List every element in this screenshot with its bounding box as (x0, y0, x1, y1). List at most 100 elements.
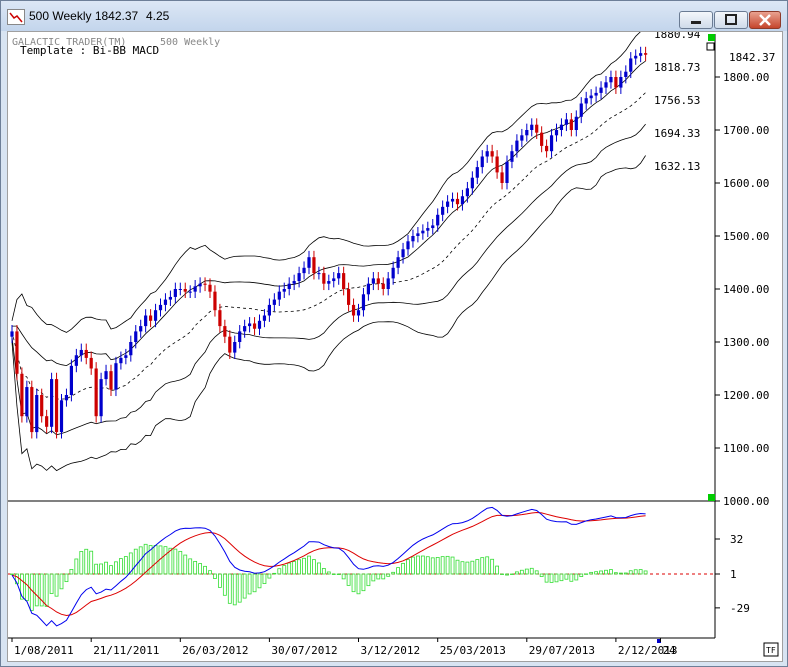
candle-body (554, 130, 559, 136)
chart-app-icon[interactable] (7, 9, 25, 25)
histogram-bar (222, 573, 227, 596)
title-bar[interactable]: 500 Weekly 1842.37 4.25 (1, 1, 787, 31)
histogram-bar (292, 561, 297, 575)
band-value-label: 1756.53 (654, 94, 700, 107)
candle-body (35, 395, 39, 433)
histogram-bar (534, 570, 539, 575)
candle-body (79, 349, 83, 356)
histogram-bar (148, 545, 153, 575)
candle-body (436, 214, 440, 226)
histogram-bar (242, 573, 247, 599)
histogram-bar (24, 573, 29, 602)
histogram-bar (104, 561, 108, 575)
candle-body (282, 289, 286, 292)
maximize-button[interactable] (714, 11, 748, 29)
histogram-bar (559, 573, 564, 582)
candle-body (549, 135, 554, 152)
divider-marker[interactable] (708, 494, 715, 501)
histogram-bar (44, 573, 49, 607)
candle-body (495, 156, 499, 173)
candle-body (203, 283, 207, 285)
histogram-bar (435, 556, 440, 575)
candle-body (30, 387, 34, 433)
candle-body (173, 289, 177, 297)
band-value-label: 1818.73 (654, 61, 700, 74)
candle-body (317, 273, 321, 275)
close-button[interactable] (749, 11, 781, 29)
histogram-bar (79, 551, 84, 575)
pin-icon[interactable] (706, 42, 715, 51)
candle-body (480, 156, 484, 168)
candle-body (40, 395, 44, 417)
histogram-bar (569, 573, 574, 582)
candle-body (54, 379, 59, 433)
minimize-button[interactable] (679, 11, 713, 29)
histogram-bar (614, 572, 618, 575)
histogram-bar (109, 565, 113, 575)
candle-body (59, 400, 64, 433)
candle-body (604, 82, 608, 88)
histogram-bar (34, 573, 39, 607)
candle-body (426, 228, 430, 231)
histogram-bar (579, 573, 584, 577)
histogram-bar (396, 567, 401, 575)
histogram-bar (584, 573, 589, 575)
histogram-bar (168, 547, 173, 575)
histogram-bar (153, 545, 158, 575)
histogram-bar (519, 569, 524, 575)
candle-body (624, 71, 628, 77)
candle-body (262, 315, 267, 321)
candle-body (20, 373, 24, 417)
scroll-marker[interactable] (657, 639, 661, 643)
histogram-bar (564, 573, 569, 580)
histogram-bar (64, 573, 69, 583)
histogram-bar (252, 573, 257, 593)
chart-svg[interactable]: GALACTIC TRADER(TM) 500 Weekly Template … (8, 28, 782, 661)
histogram-bar (549, 573, 554, 583)
candle-body (371, 278, 375, 284)
timeframe-label: TF (766, 646, 776, 655)
candle-body (416, 233, 420, 236)
candle-body (163, 299, 168, 305)
histogram-bar (208, 570, 212, 575)
candle-body (470, 177, 474, 189)
histogram-bar (272, 572, 277, 575)
histogram-bar (84, 548, 89, 575)
histogram-bar (262, 573, 267, 584)
histogram-bar (475, 559, 480, 575)
histogram-bar (500, 573, 504, 575)
candle-body (257, 320, 262, 329)
candle-body (510, 151, 514, 162)
candle-body (559, 124, 564, 130)
candle-body (312, 257, 316, 274)
time-tick-label: 3/12/2012 (361, 644, 421, 657)
candle-body (272, 299, 276, 305)
candle-body (421, 230, 425, 234)
candle-body (10, 331, 14, 337)
histogram-bar (257, 573, 262, 589)
candle-body (347, 289, 351, 305)
histogram-bar (59, 573, 64, 590)
price-tick-label: 1300.00 (723, 336, 769, 349)
price-tick-label: 1100.00 (723, 442, 769, 455)
candle-body (50, 379, 54, 427)
histogram-bar (638, 569, 643, 575)
chart-area[interactable]: GALACTIC TRADER(TM) 500 Weekly Template … (7, 28, 783, 662)
candle-body (599, 87, 603, 93)
time-tick-label: 21/11/2011 (93, 644, 159, 657)
candle-body (153, 310, 158, 321)
candle-body (134, 331, 138, 342)
time-tick-label: 25/03/2013 (440, 644, 506, 657)
histogram-bar (391, 571, 396, 575)
candle-body (376, 278, 380, 284)
histogram-bar (450, 556, 455, 575)
candle-body (401, 249, 405, 258)
candle-body (431, 225, 435, 229)
top-marker[interactable] (708, 34, 715, 41)
histogram-bar (554, 573, 559, 583)
histogram-bar (138, 546, 143, 575)
candle-body (198, 283, 202, 287)
candle-body (545, 145, 549, 152)
candle-body (208, 284, 212, 292)
timeframe-button[interactable] (763, 642, 779, 657)
